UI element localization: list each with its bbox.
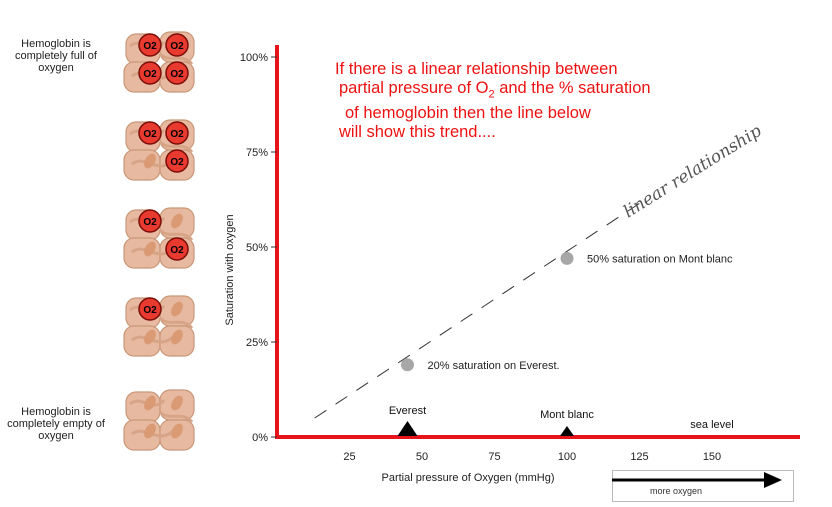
mont-blanc-triangle-icon bbox=[560, 426, 574, 436]
x-tick-label: 50 bbox=[416, 451, 428, 463]
oxygen-label: O2 bbox=[143, 41, 157, 52]
oxygen-icon bbox=[138, 33, 162, 57]
data-point-label: 20% saturation on Everest. bbox=[428, 360, 560, 372]
more-oxygen-arrow-icon bbox=[612, 472, 782, 488]
heme-group bbox=[171, 301, 183, 317]
x-axis-label: Partial pressure of Oxygen (mmHg) bbox=[382, 472, 555, 484]
hemoglobin-molecule-icon: O2 O2 bbox=[123, 207, 195, 269]
more-oxygen-label: more oxygen bbox=[650, 486, 703, 496]
hemoglobin-molecule-icon: O2 bbox=[123, 295, 195, 357]
heme-group bbox=[144, 153, 156, 169]
hemoglobin-molecule-icon bbox=[123, 389, 195, 451]
annotation-o2-subscript: 2 bbox=[488, 88, 495, 101]
oxygen-icon bbox=[165, 237, 189, 261]
x-tick-label: 100 bbox=[558, 451, 576, 463]
annotation-line-1: If there is a linear relationship betwee… bbox=[335, 60, 618, 78]
oxygen-icon bbox=[138, 297, 162, 321]
heme-group bbox=[171, 213, 183, 229]
oxygen-icon bbox=[165, 149, 189, 173]
heme-group bbox=[144, 423, 156, 439]
oxygen-label: O2 bbox=[170, 69, 184, 80]
more-oxygen-box bbox=[612, 470, 794, 502]
oxygen-icon bbox=[138, 61, 162, 85]
oxygen-icon bbox=[165, 33, 189, 57]
heme-group bbox=[144, 329, 156, 345]
linear-trend-line bbox=[314, 197, 649, 419]
altitude-marker-label: sea level bbox=[690, 419, 733, 431]
annotation-line-4: will show this trend.... bbox=[339, 123, 496, 142]
heme-group bbox=[171, 395, 183, 411]
oxygen-icon bbox=[165, 61, 189, 85]
hemoglobin-empty-label: Hemoglobin is completely empty of oxygen bbox=[7, 406, 105, 442]
oxygen-label: O2 bbox=[170, 157, 184, 168]
x-tick-label: 25 bbox=[343, 451, 355, 463]
heme-group bbox=[171, 329, 183, 345]
data-point-label: 50% saturation on Mont blanc bbox=[587, 253, 733, 265]
oxygen-label: O2 bbox=[170, 245, 184, 256]
linear-relationship-annotation: If there is a linear relationship betwee… bbox=[335, 60, 755, 142]
data-point bbox=[401, 358, 414, 372]
oxygen-label: O2 bbox=[143, 69, 157, 80]
x-tick-label: 75 bbox=[488, 451, 500, 463]
y-tick-label: 50% bbox=[246, 242, 268, 254]
altitude-marker-label: Everest bbox=[389, 405, 426, 417]
heme-group bbox=[171, 423, 183, 439]
altitude-marker-label: Mont blanc bbox=[540, 409, 594, 421]
oxygen-label: O2 bbox=[170, 41, 184, 52]
y-tick-label: 25% bbox=[246, 337, 268, 349]
everest-triangle-icon bbox=[397, 421, 418, 436]
hemoglobin-molecule-icon: O2 O2 O2 O2 bbox=[123, 31, 195, 93]
oxygen-label: O2 bbox=[143, 305, 157, 316]
oxygen-icon bbox=[165, 121, 189, 145]
oxygen-label: O2 bbox=[143, 217, 157, 228]
hemoglobin-molecule-icon: O2 O2 O2 bbox=[123, 119, 195, 181]
heme-group bbox=[144, 241, 156, 257]
x-tick-label: 150 bbox=[703, 451, 721, 463]
oxygen-icon bbox=[138, 209, 162, 233]
heme-group bbox=[144, 395, 156, 411]
y-tick-label: 100% bbox=[240, 52, 268, 64]
annotation-line-2: partial pressure of O2 and the % saturat… bbox=[335, 79, 755, 104]
y-tick-label: 0% bbox=[252, 432, 268, 444]
annotation-line-2b: and the % saturation bbox=[494, 79, 651, 97]
annotation-line-2a: partial pressure of O bbox=[339, 79, 489, 97]
oxygen-label: O2 bbox=[170, 129, 184, 140]
x-tick-label: 125 bbox=[630, 451, 648, 463]
oxygen-label: O2 bbox=[143, 129, 157, 140]
y-axis-label: Saturation with oxygen bbox=[224, 214, 236, 325]
annotation-line-3: of hemoglobin then the line below bbox=[345, 104, 591, 123]
data-point bbox=[560, 251, 574, 265]
hemoglobin-full-label: Hemoglobin is completely full of oxygen bbox=[15, 38, 97, 74]
y-tick-label: 75% bbox=[246, 147, 268, 159]
oxygen-icon bbox=[138, 121, 162, 145]
